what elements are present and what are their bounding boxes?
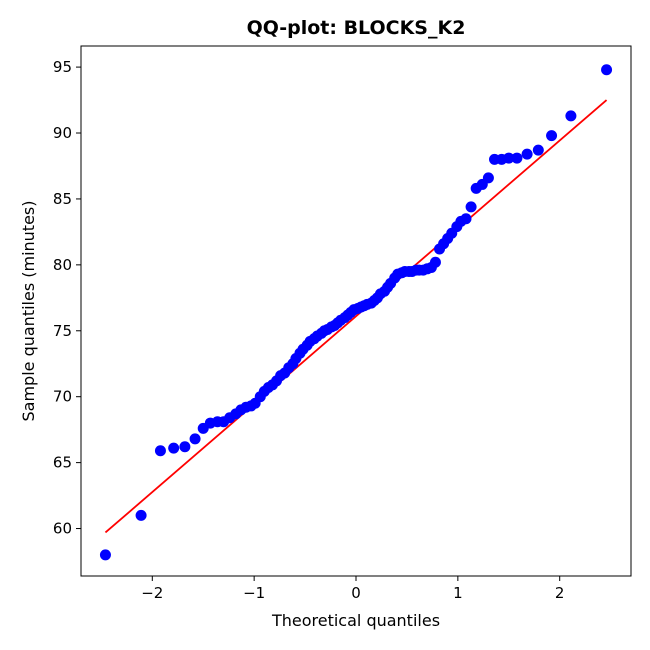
sample-point bbox=[168, 442, 180, 454]
sample-point bbox=[521, 148, 533, 160]
x-axis-label: Theoretical quantiles bbox=[271, 611, 440, 630]
x-tick-label: 0 bbox=[351, 584, 361, 602]
sample-point bbox=[99, 549, 111, 561]
y-tick-label: 85 bbox=[53, 190, 72, 208]
sample-point bbox=[465, 201, 477, 213]
y-tick-label: 90 bbox=[53, 124, 72, 142]
sample-point bbox=[460, 213, 472, 225]
reference-line bbox=[104, 99, 608, 534]
y-tick-label: 75 bbox=[53, 322, 72, 340]
x-axis: −2 −1 0 1 2 bbox=[141, 576, 564, 602]
x-tick-label: 2 bbox=[555, 584, 565, 602]
sample-point bbox=[189, 433, 201, 445]
x-tick-label: −1 bbox=[243, 584, 265, 602]
sample-point bbox=[179, 441, 191, 453]
x-tick-label: −2 bbox=[141, 584, 163, 602]
y-tick-label: 65 bbox=[53, 454, 72, 472]
sample-point bbox=[135, 509, 147, 521]
sample-point bbox=[565, 110, 577, 122]
y-axis: 60 65 70 75 80 85 90 95 bbox=[53, 58, 81, 538]
y-tick-label: 95 bbox=[53, 58, 72, 76]
sample-point bbox=[546, 130, 558, 142]
x-tick-label: 1 bbox=[453, 584, 463, 602]
sample-point bbox=[601, 64, 613, 76]
chart-title: QQ-plot: BLOCKS_K2 bbox=[247, 17, 466, 39]
sample-point bbox=[154, 445, 166, 457]
sample-point bbox=[429, 256, 441, 268]
sample-point bbox=[532, 144, 544, 156]
y-tick-label: 80 bbox=[53, 256, 72, 274]
y-axis-label: Sample quantiles (minutes) bbox=[19, 201, 38, 422]
y-tick-label: 70 bbox=[53, 388, 72, 406]
sample-point bbox=[482, 172, 494, 184]
plot-area bbox=[99, 64, 613, 561]
sample-point bbox=[503, 152, 515, 164]
sample-point bbox=[511, 152, 523, 164]
y-tick-label: 60 bbox=[53, 520, 72, 538]
